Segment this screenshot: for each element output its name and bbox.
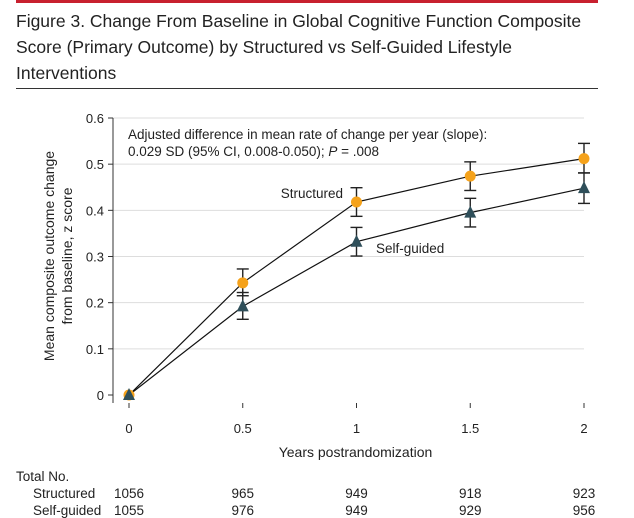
- data-point-self-guided: [350, 234, 363, 247]
- y-tick-label: 0.4: [86, 203, 104, 218]
- table-header: Total No.: [16, 469, 70, 484]
- y-tick-label: 0.2: [86, 296, 104, 311]
- annotation-part: = .008: [337, 144, 379, 159]
- x-axis-label: Years postrandomization: [279, 444, 433, 460]
- table-cell: 965: [231, 486, 255, 501]
- y-tick-label: 0.3: [86, 250, 104, 265]
- table-cell: 949: [345, 486, 368, 501]
- table-cell: 976: [231, 503, 255, 518]
- y-tick-label: 0.6: [86, 111, 104, 126]
- data-point-structured: [464, 170, 476, 182]
- series-label-structured: Structured: [281, 186, 343, 201]
- title-divider: [16, 88, 598, 89]
- annotation-line2: 0.029 SD (95% CI, 0.008-0.050); P = .008: [128, 144, 379, 159]
- series-line-self-guided: [128, 187, 585, 396]
- x-tick-label: 1: [353, 421, 360, 436]
- annotation-part: P: [328, 144, 337, 159]
- data-point-structured: [237, 277, 249, 289]
- data-point-self-guided: [464, 205, 477, 218]
- x-tick-label: 1.5: [461, 421, 479, 436]
- table-row-label: Self-guided: [33, 503, 102, 518]
- x-tick-label: 0: [125, 421, 132, 436]
- data-point-self-guided: [123, 388, 135, 400]
- y-axis-label-line1: Mean composite outcome change: [41, 151, 57, 361]
- annotation-part: 0.029 SD (95% CI, 0.008-0.050);: [128, 144, 328, 159]
- table-cell: 956: [572, 503, 596, 518]
- table-cell: 1055: [114, 503, 145, 518]
- x-tick-label: 2: [580, 421, 587, 436]
- table-cell: 918: [458, 486, 482, 501]
- y-axis-label-line2: from baseline, z score: [59, 187, 75, 324]
- data-point-structured: [351, 196, 362, 208]
- series-label-self-guided: Self-guided: [376, 241, 444, 256]
- data-point-self-guided: [578, 181, 590, 194]
- table-cell: 929: [458, 503, 482, 518]
- table-cell: 923: [572, 486, 596, 501]
- y-tick-label: 0.1: [86, 342, 104, 357]
- table-cell: 1056: [114, 486, 145, 501]
- table-row-label: Structured: [33, 486, 96, 501]
- figure-title: Figure 3. Change From Baseline in Global…: [16, 11, 582, 83]
- top-accent-bar: [16, 0, 598, 3]
- table-cell: 949: [345, 503, 368, 518]
- x-tick-label: 0.5: [234, 421, 252, 436]
- annotation-line1: Adjusted difference in mean rate of chan…: [128, 127, 487, 142]
- data-point-structured: [578, 153, 590, 165]
- y-tick-label: 0.5: [86, 157, 104, 172]
- y-tick-label: 0: [97, 388, 104, 403]
- data-point-self-guided: [236, 299, 249, 312]
